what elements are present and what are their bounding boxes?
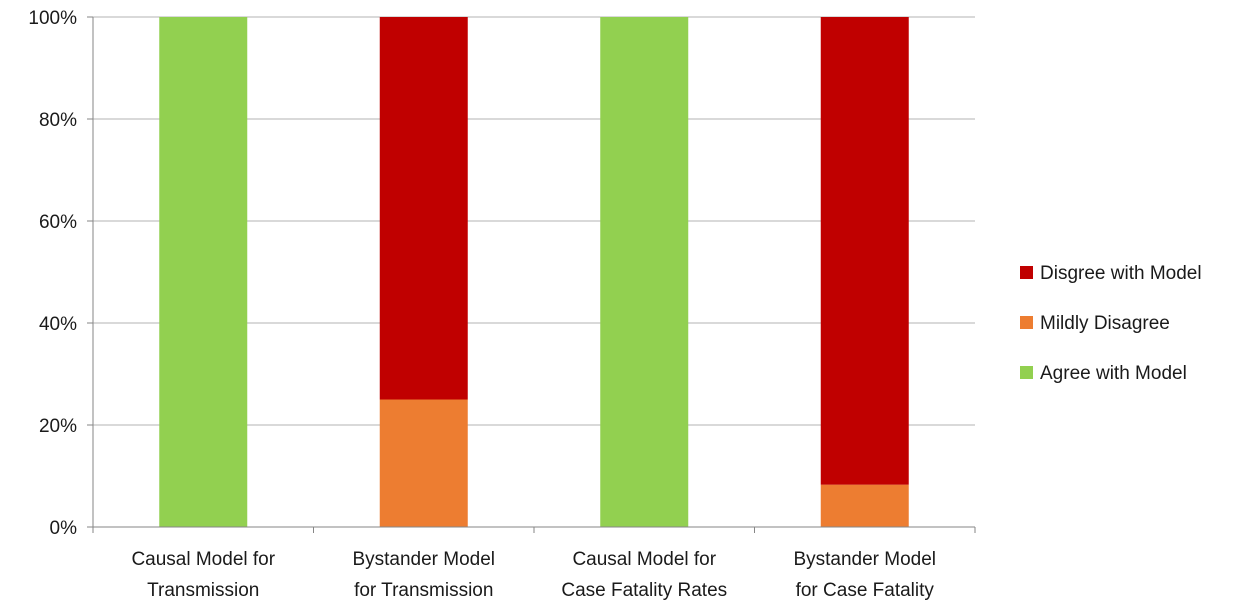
- bars-layer: [159, 17, 909, 527]
- legend-label: Agree with Model: [1040, 363, 1187, 384]
- axis-layer: 0% 20% 40% 60% 80% 100% Causal Model for Transm…: [28, 8, 976, 601]
- y-tick-label: 100%: [28, 8, 77, 29]
- y-tick-label: 20%: [39, 416, 77, 437]
- y-tick-label: 60%: [39, 212, 77, 233]
- legend-label: Mildly Disagree: [1040, 313, 1170, 334]
- x-category-label: Causal Model for Transmission: [131, 549, 275, 601]
- x-category-label-line: Causal Model for: [572, 549, 716, 570]
- bar-segment: [820, 484, 909, 527]
- bar-segment: [379, 399, 468, 527]
- y-tick-label: 0%: [50, 518, 78, 539]
- x-category-label-line: Causal Model for: [131, 549, 275, 570]
- x-category-label-line: for Case Fatality: [796, 580, 935, 601]
- legend-label: Disgree with Model: [1040, 263, 1202, 284]
- legend-swatch: [1020, 366, 1033, 379]
- bar-segment: [820, 17, 909, 485]
- x-category-label-line: Bystander Model: [793, 549, 936, 570]
- x-category-label: Bystander Model for Transmission: [352, 549, 495, 601]
- legend: Disgree with Model Mildly Disagree Agree w…: [1020, 263, 1202, 384]
- x-category-label-line: Case Fatality Rates: [561, 580, 727, 601]
- x-category-label: Bystander Model for Case Fatality: [793, 549, 936, 601]
- bar-segment: [379, 17, 468, 400]
- y-tick-label: 40%: [39, 314, 77, 335]
- x-category-label-line: for Transmission: [354, 580, 493, 601]
- bar-segment: [159, 17, 248, 527]
- x-category-label-line: Transmission: [147, 580, 259, 601]
- legend-swatch: [1020, 316, 1033, 329]
- legend-swatch: [1020, 266, 1033, 279]
- bar-segment: [600, 17, 689, 527]
- x-category-label: Causal Model for Case Fatality Rates: [561, 549, 727, 601]
- x-category-label-line: Bystander Model: [352, 549, 495, 570]
- y-tick-label: 80%: [39, 110, 77, 131]
